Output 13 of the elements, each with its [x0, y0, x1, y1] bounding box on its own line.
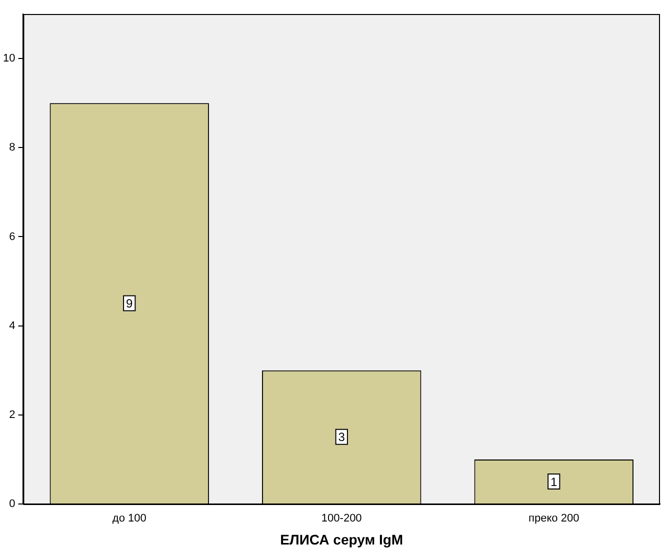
data-label: 1: [550, 474, 558, 489]
x-axis-title: ЕЛИСА серум IgM: [280, 531, 404, 548]
x-tick-label: до 100: [112, 512, 146, 525]
y-tick-label: 8: [9, 142, 16, 154]
data-label: 9: [126, 296, 134, 311]
y-tick-label: 6: [9, 230, 16, 243]
x-tick-label: преко 200: [528, 512, 580, 525]
y-tick-label: 10: [2, 52, 16, 65]
y-tick-label: 2: [9, 408, 16, 421]
y-tick-label: 0: [9, 498, 16, 510]
x-tick-label: 100-200: [321, 512, 362, 525]
y-tick-label: 4: [9, 320, 16, 332]
data-label: 3: [338, 430, 346, 444]
